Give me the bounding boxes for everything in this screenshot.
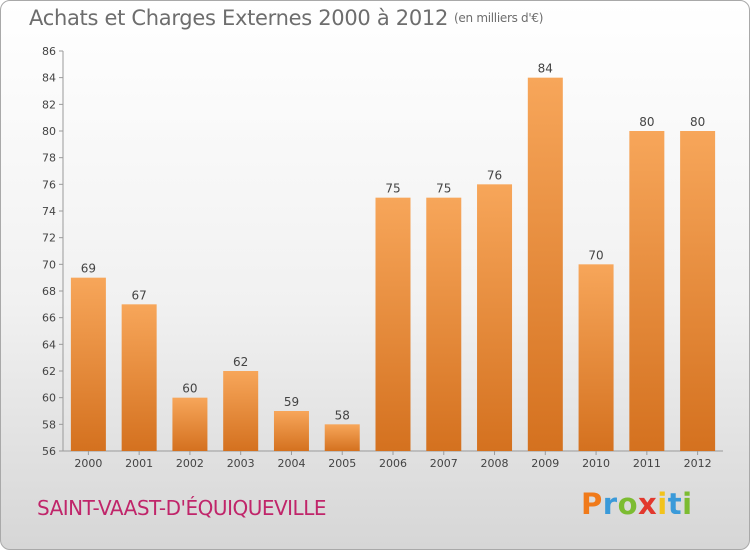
x-tick-label: 2004 <box>277 457 305 470</box>
data-label: 76 <box>487 168 502 182</box>
logo-letter: o <box>617 487 639 521</box>
logo-letter: P <box>581 487 603 521</box>
bar <box>375 197 411 451</box>
logo-letter: i <box>682 487 693 521</box>
x-tick-label: 2001 <box>125 457 153 470</box>
x-tick-label: 2011 <box>633 457 661 470</box>
x-tick-label: 2008 <box>481 457 509 470</box>
bar <box>70 277 106 451</box>
data-label: 67 <box>132 288 147 302</box>
logo-letter: i <box>657 487 668 521</box>
logo-letter: t <box>667 487 683 521</box>
data-label: 80 <box>690 115 705 129</box>
y-tick-label: 80 <box>42 125 56 138</box>
bar <box>324 424 360 451</box>
data-label: 58 <box>335 408 350 422</box>
bar <box>680 131 716 451</box>
logo-letter: r <box>602 487 618 521</box>
bar <box>629 131 665 451</box>
y-tick-label: 60 <box>42 392 56 405</box>
y-tick-label: 74 <box>42 205 56 218</box>
data-label: 84 <box>538 62 553 76</box>
x-tick-label: 2010 <box>582 457 610 470</box>
data-label: 60 <box>182 382 197 396</box>
bar <box>223 371 259 451</box>
plot-area: 56 58 60 62 64 66 68 70 72 74 76 78 80 82 84 86 69 2000 67… <box>42 45 723 470</box>
chart-title-text: Achats et Charges Externes 2000 à 2012 <box>29 6 449 30</box>
bar <box>273 411 309 451</box>
bar <box>426 197 462 451</box>
bar <box>578 264 614 451</box>
y-tick-label: 78 <box>42 152 56 165</box>
y-tick-label: 58 <box>42 418 56 431</box>
proxiti-logo[interactable]: Proxiti <box>581 487 693 521</box>
y-tick-label: 70 <box>42 258 56 271</box>
data-label: 75 <box>436 182 451 196</box>
x-tick-label: 2003 <box>227 457 255 470</box>
bar <box>527 77 563 452</box>
x-tick-label: 2002 <box>176 457 204 470</box>
data-label: 62 <box>233 355 248 369</box>
x-tick-label: 2007 <box>430 457 458 470</box>
y-tick-label: 84 <box>42 72 56 85</box>
x-tick-label: 2000 <box>74 457 102 470</box>
bar <box>477 184 513 452</box>
x-tick-label: 2009 <box>531 457 559 470</box>
y-tick-label: 86 <box>42 45 56 58</box>
logo-letter: x <box>638 487 658 521</box>
data-label: 70 <box>588 248 603 262</box>
bar <box>172 397 208 451</box>
y-tick-label: 76 <box>42 178 56 191</box>
y-tick-label: 64 <box>42 338 56 351</box>
data-label: 59 <box>284 395 299 409</box>
y-tick-label: 62 <box>42 365 56 378</box>
y-tick-label: 56 <box>42 445 56 458</box>
x-tick-label: 2012 <box>684 457 712 470</box>
data-label: 75 <box>385 182 400 196</box>
data-label: 69 <box>81 262 96 276</box>
y-tick-label: 68 <box>42 285 56 298</box>
y-tick-label: 66 <box>42 312 56 325</box>
commune-name: SAINT-VAAST-D'ÉQUIQUEVILLE <box>37 496 326 520</box>
y-tick-label: 72 <box>42 232 56 245</box>
data-label: 80 <box>639 115 654 129</box>
x-tick-label: 2005 <box>328 457 356 470</box>
chart-unit: (en milliers d'€) <box>454 11 544 25</box>
chart-title: Achats et Charges Externes 2000 à 2012 (e… <box>29 6 543 30</box>
y-tick-label: 82 <box>42 98 56 111</box>
bar <box>121 304 157 451</box>
x-tick-label: 2006 <box>379 457 407 470</box>
